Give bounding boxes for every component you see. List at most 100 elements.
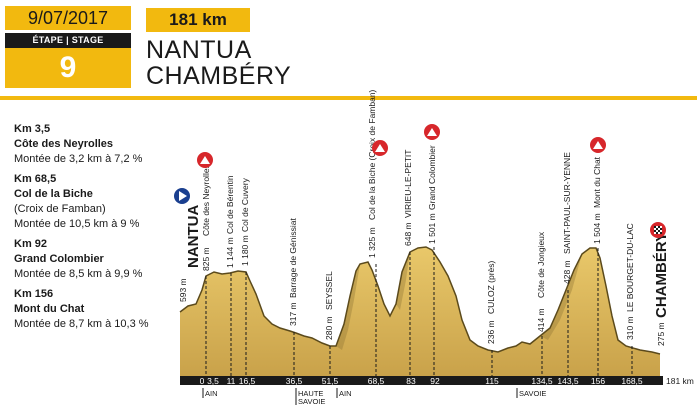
place-label: Col de Bérentin [225, 175, 235, 234]
climb-ascent: Montée de 8,5 km à 9,9 % [14, 268, 143, 280]
altitude-label: 275 m [656, 322, 666, 346]
altitude-label: 236 m [486, 320, 496, 344]
checker-square [654, 226, 656, 228]
axis-tick: 0 [200, 376, 205, 386]
start-badge [174, 188, 190, 204]
place-label: Col de la Biche (Croix de Famban) [367, 89, 377, 220]
checker-square [660, 232, 662, 234]
checker-square [658, 230, 660, 232]
header-divider [0, 96, 697, 100]
altitude-label: 428 m [562, 260, 572, 284]
altitude-label: 1 325 m [367, 227, 377, 258]
altitude-label: 593 m [178, 278, 188, 302]
climb-name: Grand Colombier [14, 253, 104, 265]
terrain-silhouette [180, 247, 660, 376]
department-label: AIN [339, 389, 352, 398]
place-label: Côte des Neyrolles [201, 164, 211, 236]
place-label: Grand Colombier [427, 145, 437, 210]
climb-ascent: Montée de 8,7 km à 10,3 % [14, 318, 149, 330]
checker-square [660, 228, 662, 230]
axis-tick: 51,5 [322, 376, 339, 386]
altitude-label: 1 504 m [592, 213, 602, 244]
climb-name: Côte des Neyrolles [14, 138, 114, 150]
altitude-label: 280 m [324, 316, 334, 340]
climb-badge [372, 140, 388, 156]
climb-item: Km 92 Grand Colombier Montée de 8,5 km à… [14, 237, 164, 282]
start-city-label: NANTUA [185, 205, 202, 268]
profile-line [179, 246, 661, 355]
climb-ascent: Montée de 3,2 km à 7,2 % [14, 153, 143, 165]
distance-axis [180, 376, 663, 385]
end-city-label: CHAMBÉRY [653, 232, 670, 318]
stage-number: 9 [5, 48, 131, 88]
axis-tick: 115 [485, 376, 499, 386]
axis-tick: 11 [227, 376, 236, 386]
climb-badge [197, 152, 213, 168]
play-arrow-icon [179, 191, 187, 201]
place-label: VIRIEU-LE-PETIT [403, 150, 413, 218]
climb-km: Km 3,5 [14, 123, 51, 135]
climb-km: Km 92 [14, 238, 48, 250]
climb-name: Col de la Biche [14, 188, 93, 200]
department-label-line: HAUTE [298, 389, 323, 398]
place-label: SEYSSEL [324, 271, 334, 310]
stage-date: 9/07/2017 [5, 6, 131, 30]
altitude-label: 1 501 m [427, 213, 437, 244]
climb-km: Km 68,5 [14, 173, 57, 185]
place-label: Col de Cuvery [240, 177, 250, 232]
climb-ascent: Montée de 10,5 km à 9 % [14, 218, 140, 230]
climb-km: Km 156 [14, 288, 54, 300]
stage-distance: 181 km [146, 8, 250, 32]
checker-square [658, 226, 660, 228]
climb-badge [424, 124, 440, 140]
start-city-title: NANTUA [146, 36, 252, 64]
climb-badge [590, 137, 606, 153]
altitude-label: 1 144 m [225, 237, 235, 268]
climb-name: Mont du Chat [14, 303, 85, 315]
checker-square [654, 230, 656, 232]
checker-square [656, 228, 658, 230]
end-city-title: CHAMBÉRY [146, 62, 292, 90]
climb-list: Km 3,5 Côte des Neyrolles Montée de 3,2 … [14, 122, 164, 337]
waypoint-guides [205, 247, 633, 376]
finish-badge [650, 222, 666, 238]
checker-square [656, 232, 658, 234]
axis-tick: 92 [430, 376, 440, 386]
axis-tick: 3,5 [207, 376, 219, 386]
altitude-label: 648 m [403, 222, 413, 246]
total-distance-label: 181 km [666, 376, 694, 386]
climb-item: Km 3,5 Côte des Neyrolles Montée de 3,2 … [14, 122, 164, 167]
department-label: SAVOIE [519, 389, 546, 398]
place-label: Mont du Chat [592, 156, 602, 208]
place-label: SAINT-PAUL-SUR-YENNE [562, 152, 572, 254]
altitude-label: 414 m [536, 308, 546, 332]
stage-label: ÉTAPE | STAGE [5, 33, 131, 48]
department-label: AIN [205, 389, 218, 398]
axis-tick: 16,5 [239, 376, 256, 386]
climb-item: Km 156 Mont du Chat Montée de 8,7 km à 1… [14, 287, 164, 332]
axis-tick: 168,5 [621, 376, 643, 386]
place-label: Barrage de Génissiat [288, 218, 298, 298]
altitude-label: 1 180 m [240, 235, 250, 266]
climb-item: Km 68,5 Col de la Biche (Croix de Famban… [14, 172, 164, 232]
mountain-peak [427, 128, 437, 136]
axis-tick: 83 [406, 376, 416, 386]
altitude-label: 825 m [201, 247, 211, 271]
place-label: Côte de Jongieux [536, 231, 546, 298]
axis-tick: 134,5 [531, 376, 553, 386]
axis-tick: 36,5 [286, 376, 303, 386]
department-label: HAUTE SAVOIE [298, 389, 326, 405]
altitude-label: 317 m [288, 302, 298, 326]
place-label: CULOZ (près) [486, 260, 496, 314]
axis-tick: 143,5 [557, 376, 579, 386]
altitude-label: 310 m [625, 316, 635, 340]
axis-tick: 156 [591, 376, 605, 386]
climb-extra: (Croix de Famban) [14, 203, 106, 215]
place-label: LE BOURGET-DU-LAC [625, 223, 635, 312]
department-label-line: SAVOIE [298, 397, 325, 405]
mountain-peak [593, 141, 603, 149]
mountain-peak [200, 156, 210, 164]
mountain-peak [375, 144, 385, 152]
axis-tick: 68,5 [368, 376, 385, 386]
